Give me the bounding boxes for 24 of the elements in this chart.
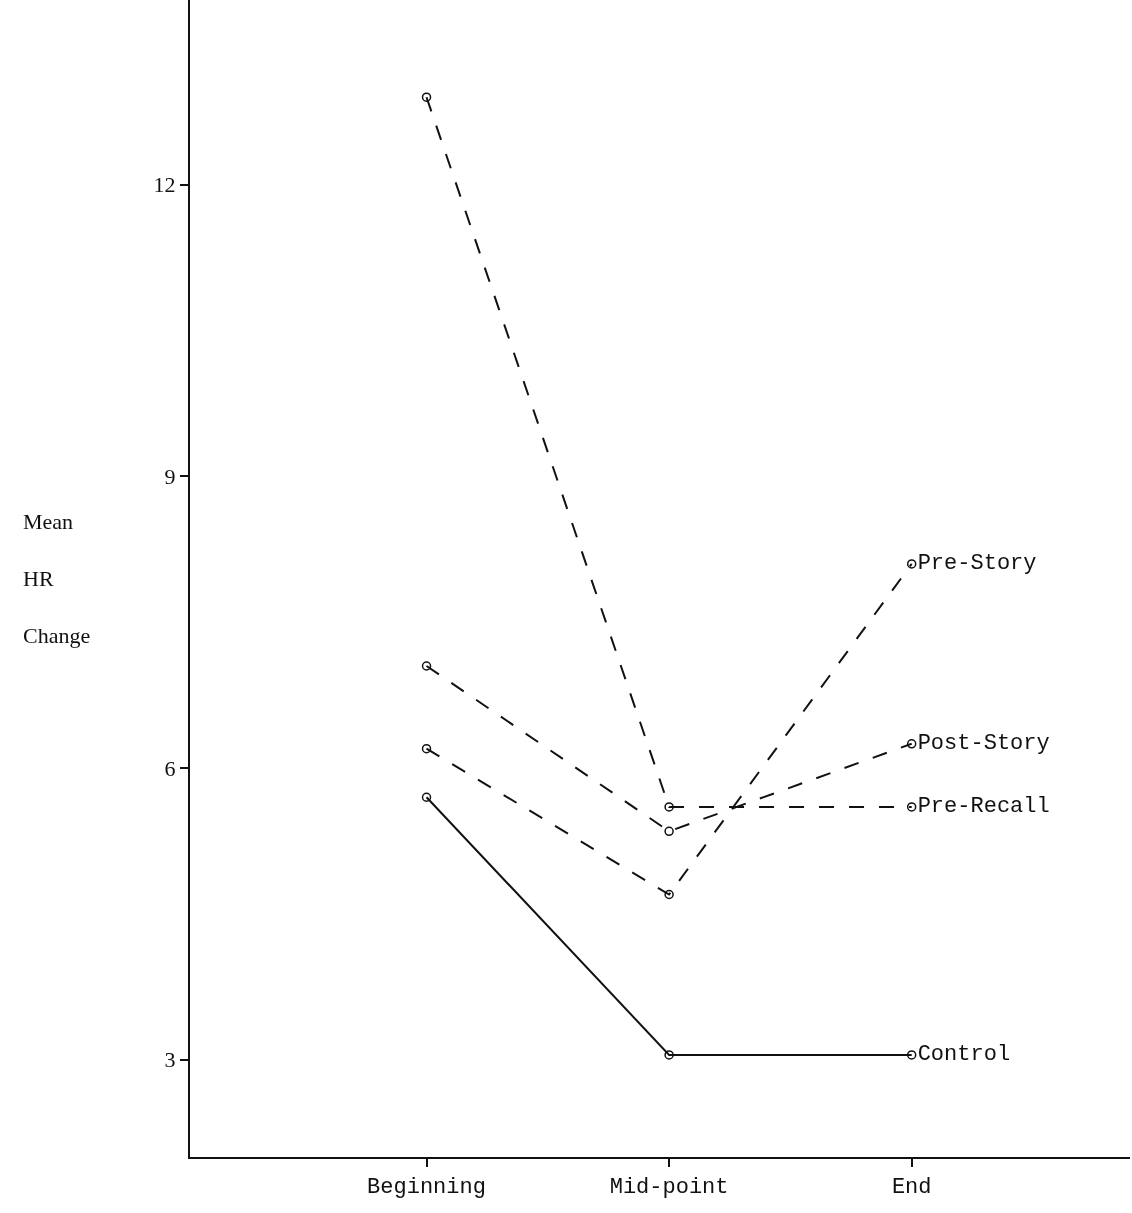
series-label: Pre-Recall [917, 794, 1050, 820]
point [906, 739, 917, 749]
point [906, 1050, 917, 1060]
y-tick-label: 12 [153, 172, 176, 198]
point [664, 1050, 674, 1060]
point [664, 889, 674, 900]
point [421, 743, 432, 754]
point [421, 661, 432, 671]
y-tick-label: 9 [164, 464, 176, 490]
series-label: Post-Story [917, 731, 1050, 757]
y-tick-label: 3 [164, 1047, 176, 1073]
point [664, 802, 674, 812]
x-tick-label: End [891, 1175, 932, 1201]
point [906, 802, 917, 812]
series-label: Control [917, 1042, 1011, 1068]
series-label: Pre-Story [917, 551, 1037, 577]
x-tick-label: Mid-point [609, 1175, 729, 1201]
y-tick-label: 6 [164, 755, 176, 781]
point [664, 826, 674, 837]
point [421, 792, 432, 803]
point [906, 559, 917, 569]
x-tick-label: Beginning [367, 1175, 486, 1201]
text: Mean HR Change [23, 509, 91, 649]
point [421, 92, 432, 102]
